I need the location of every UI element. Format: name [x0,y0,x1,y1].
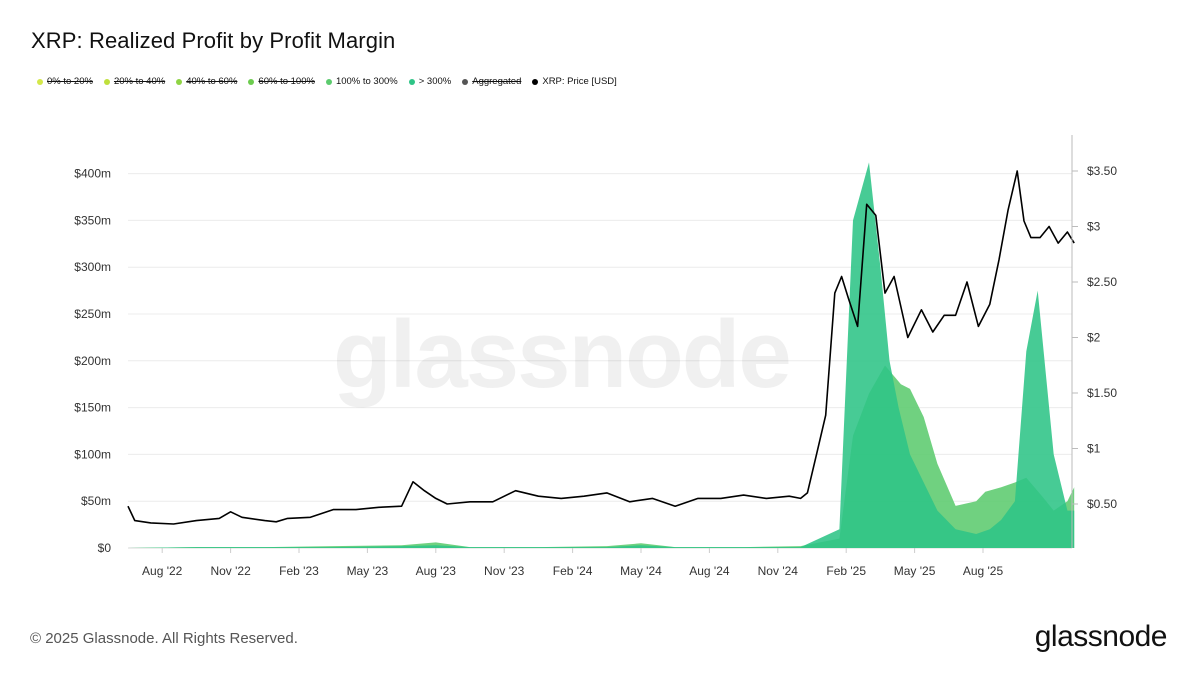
x-tick-label: May '25 [894,564,936,578]
price-line [127,170,1075,525]
x-tick-label: Aug '24 [689,564,730,578]
y-left-tick-label: $200m [74,354,111,368]
y-left-tick-label: $250m [74,307,111,321]
legend-dot-icon [325,78,332,85]
legend-dot-icon [176,78,183,85]
legend-label: XRP: Price [USD] [542,76,617,87]
x-tick-label: Feb '24 [553,564,593,578]
x-tick-label: Aug '22 [142,564,183,578]
y-right-tick-label: $2.50 [1087,275,1117,289]
x-tick-label: Nov '24 [758,564,799,578]
legend-label: 60% to 100% [258,76,315,87]
legend-dot-icon [248,78,255,85]
y-right-tick-label: $0.50 [1087,497,1117,511]
chart-title: XRP: Realized Profit by Profit Margin [31,28,396,53]
legend-dot-icon [103,78,110,85]
x-tick-label: Aug '25 [963,564,1004,578]
legend-item[interactable]: 40% to 60% [176,76,237,87]
y-left-tick-label: $150m [74,401,111,415]
y-left-tick-label: $400m [74,167,111,181]
y-right-tick-label: $3.50 [1087,164,1117,178]
x-tick-label: Feb '23 [279,564,319,578]
x-tick-label: Nov '23 [484,564,525,578]
legend-item[interactable]: 60% to 100% [248,76,315,87]
y-right-tick-label: $2 [1087,331,1101,345]
area-series--300- [128,162,1075,548]
y-right-tick-label: $3 [1087,220,1101,234]
legend-label: 100% to 300% [335,76,398,87]
y-left-tick-label: $300m [74,260,111,274]
legend-label: 20% to 40% [113,76,166,87]
watermark: glassnode [333,301,790,408]
line-layer [127,170,1075,525]
footer-logo: glassnode [1034,620,1168,653]
y-left-tick-label: $350m [74,213,111,227]
y-left-tick-label: $100m [74,447,111,461]
legend-label: 40% to 60% [186,76,238,87]
x-tick-label: May '24 [620,564,662,578]
y-right-tick-label: $1.50 [1087,386,1117,400]
legend-item[interactable]: > 300% [408,76,452,87]
y-left-tick-label: $50m [81,494,111,508]
chart-legend: 0% to 20% 20% to 40% 40% to 60% 60% to 100%… [37,76,617,87]
footer-copyright: © 2025 Glassnode. All Rights Reserved. [30,630,298,647]
x-tick-label: Feb '25 [826,564,866,578]
legend-dot-icon [462,78,469,85]
legend-dot-icon [37,78,43,85]
legend-item[interactable]: Aggregated [462,76,521,87]
legend-item[interactable]: 20% to 40% [103,76,166,87]
axis-layer: $0 $50m $100m $150m $200m $250m $300m $350m $400… [74,135,1117,578]
x-tick-label: May '23 [347,564,389,578]
legend-item[interactable]: XRP: Price [USD] [532,76,617,87]
y-left-tick-label: $0 [98,541,112,555]
area-layer [128,162,1075,548]
legend-item[interactable]: 100% to 300% [325,76,398,87]
legend-label: > 300% [418,76,452,87]
legend-label: 0% to 20% [47,76,93,87]
legend-item[interactable]: 0% to 20% [37,76,93,87]
legend-label: Aggregated [472,76,522,87]
x-tick-label: Nov '22 [210,564,251,578]
legend-dot-icon [532,78,539,85]
y-right-tick-label: $1 [1087,442,1101,456]
legend-dot-icon [408,78,415,85]
x-tick-label: Aug '23 [416,564,457,578]
